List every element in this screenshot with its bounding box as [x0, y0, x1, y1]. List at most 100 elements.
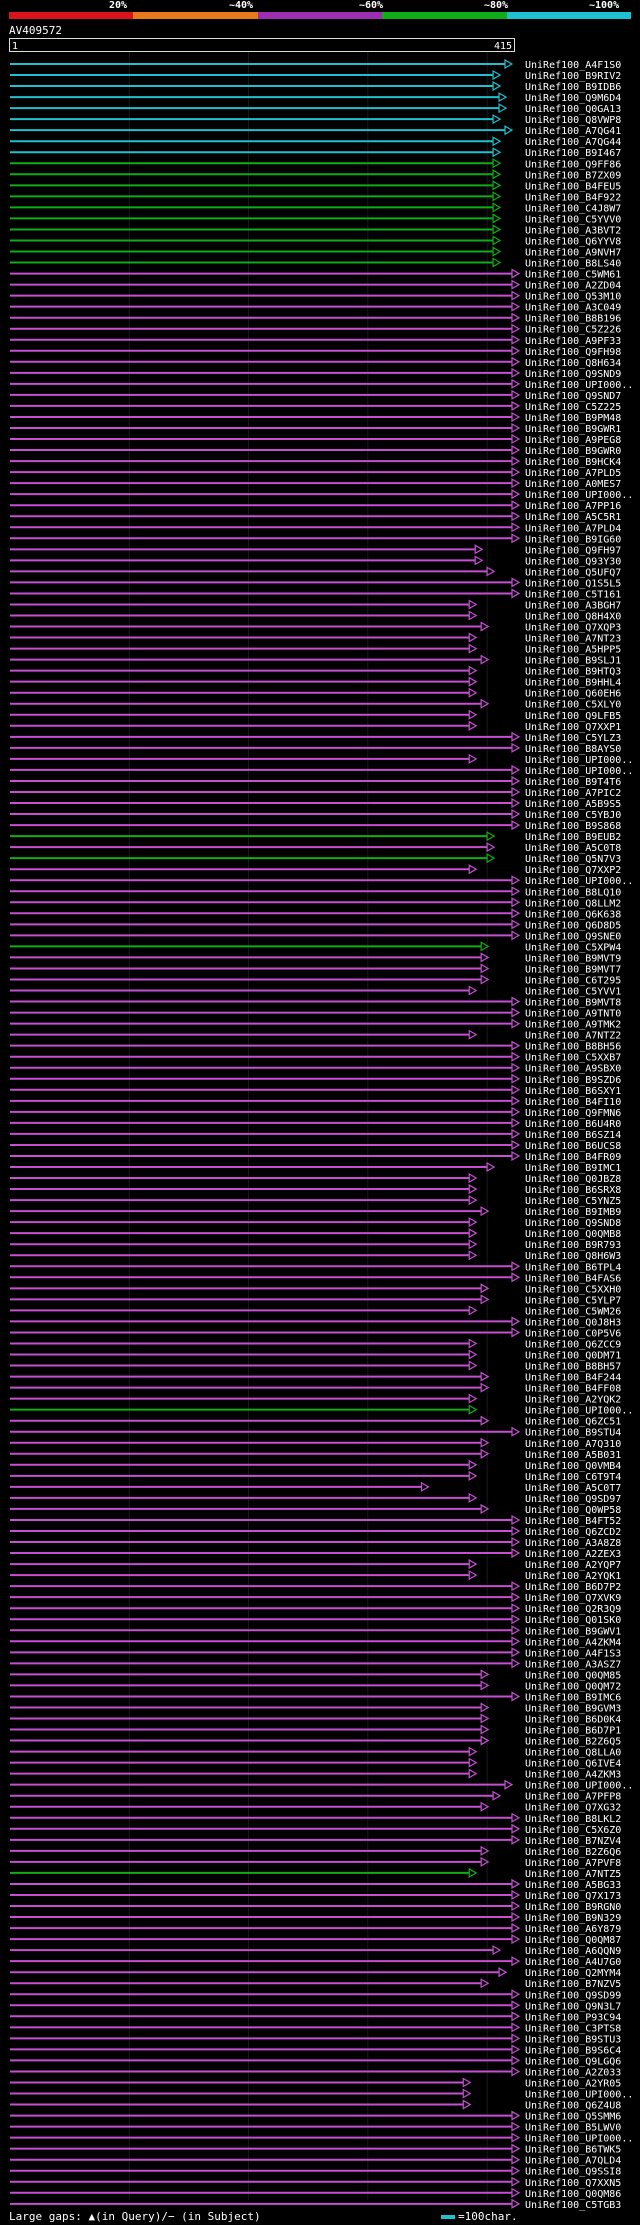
hit-label[interactable]: UniRef100_C3PTS8	[525, 2023, 621, 2034]
hit-label[interactable]: UniRef100_Q5UFQ7	[525, 567, 621, 578]
hit-label[interactable]: UniRef100_B9STU3	[525, 2034, 621, 2045]
hit-label[interactable]: UniRef100_B7NZV4	[525, 1836, 621, 1847]
hit-label[interactable]: UniRef100_A2YQP7	[525, 1560, 621, 1571]
hit-label[interactable]: UniRef100_B9SLJ1	[525, 656, 621, 667]
hit-label[interactable]: UniRef100_Q7XXP1	[525, 722, 621, 733]
hit-label[interactable]: UniRef100_A4ZKM3	[525, 1770, 621, 1781]
hit-label[interactable]: UniRef100_A7QG44	[525, 137, 621, 148]
hit-label[interactable]: UniRef100_B9RIV2	[525, 71, 621, 82]
hit-label[interactable]: UniRef100_A5B031	[525, 1450, 621, 1461]
hit-label[interactable]: UniRef100_C5YBJ0	[525, 810, 621, 821]
hit-label[interactable]: UniRef100_B8BH56	[525, 1042, 621, 1053]
hit-label[interactable]: UniRef100_C5XXH0	[525, 1284, 621, 1295]
hit-label[interactable]: UniRef100_Q0JBZ8	[525, 1174, 621, 1185]
hit-label[interactable]: UniRef100_B9IMB9	[525, 1207, 621, 1218]
hit-label[interactable]: UniRef100_B8B196	[525, 314, 621, 325]
hit-label[interactable]: UniRef100_C5YVV1	[525, 987, 621, 998]
hit-label[interactable]: UniRef100_A2YR05	[525, 2078, 621, 2089]
hit-label[interactable]: UniRef100_UPI000..	[525, 2090, 633, 2101]
hit-label[interactable]: UniRef100_C5XLY0	[525, 700, 621, 711]
hit-label[interactable]: UniRef100_B9IMC6	[525, 1692, 621, 1703]
hit-label[interactable]: UniRef100_Q9SNE0	[525, 931, 621, 942]
hit-label[interactable]: UniRef100_B2Z6Q5	[525, 1737, 621, 1748]
hit-label[interactable]: UniRef100_B4FAS6	[525, 1273, 621, 1284]
hit-label[interactable]: UniRef100_Q9SD97	[525, 1494, 621, 1505]
hit-label[interactable]: UniRef100_Q0QM72	[525, 1681, 621, 1692]
hit-label[interactable]: UniRef100_B9N329	[525, 1913, 621, 1924]
hit-label[interactable]: UniRef100_B6D7P2	[525, 1582, 621, 1593]
hit-label[interactable]: UniRef100_Q9N3L7	[525, 2001, 621, 2012]
hit-label[interactable]: UniRef100_Q0WP58	[525, 1505, 621, 1516]
hit-label[interactable]: UniRef100_B9STU4	[525, 1428, 621, 1439]
hit-label[interactable]: UniRef100_A7PLD4	[525, 523, 621, 534]
hit-label[interactable]: UniRef100_B8LS40	[525, 259, 621, 270]
hit-label[interactable]: UniRef100_Q9LFB5	[525, 711, 621, 722]
hit-label[interactable]: UniRef100_A7NT23	[525, 634, 621, 645]
hit-label[interactable]: UniRef100_B9PM48	[525, 413, 621, 424]
hit-label[interactable]: UniRef100_A7NTZ5	[525, 1869, 621, 1880]
hit-label[interactable]: UniRef100_Q6YYV8	[525, 236, 621, 247]
hit-label[interactable]: UniRef100_Q0QM86	[525, 2189, 621, 2200]
hit-label[interactable]: UniRef100_B6SXY1	[525, 1086, 621, 1097]
hit-label[interactable]: UniRef100_Q6D8D5	[525, 920, 621, 931]
hit-label[interactable]: UniRef100_UPI000..	[525, 755, 633, 766]
hit-label[interactable]: UniRef100_Q60EH6	[525, 689, 621, 700]
hit-label[interactable]: UniRef100_Q2R3Q9	[525, 1604, 621, 1615]
hit-label[interactable]: UniRef100_Q9LGQ6	[525, 2056, 621, 2067]
hit-label[interactable]: UniRef100_UPI000..	[525, 2134, 633, 2145]
hit-label[interactable]: UniRef100_Q93Y30	[525, 556, 621, 567]
hit-label[interactable]: UniRef100_A4F1S0	[525, 60, 621, 71]
hit-label[interactable]: UniRef100_Q7XXP2	[525, 865, 621, 876]
hit-label[interactable]: UniRef100_B6U4R0	[525, 1119, 621, 1130]
hit-label[interactable]: UniRef100_B4FF08	[525, 1384, 621, 1395]
hit-label[interactable]: UniRef100_B6D0K4	[525, 1715, 621, 1726]
hit-label[interactable]: UniRef100_Q9SND9	[525, 369, 621, 380]
hit-label[interactable]: UniRef100_A7PIC2	[525, 788, 621, 799]
hit-label[interactable]: UniRef100_Q53M10	[525, 292, 621, 303]
hit-label[interactable]: UniRef100_A2YQK2	[525, 1395, 621, 1406]
hit-label[interactable]: UniRef100_B8AYS0	[525, 744, 621, 755]
hit-label[interactable]: UniRef100_Q5SMM6	[525, 2112, 621, 2123]
hit-label[interactable]: UniRef100_P93C94	[525, 2012, 621, 2023]
hit-label[interactable]: UniRef100_Q7XVK9	[525, 1593, 621, 1604]
hit-label[interactable]: UniRef100_UPI000..	[525, 766, 633, 777]
hit-label[interactable]: UniRef100_B9SZD6	[525, 1075, 621, 1086]
hit-label[interactable]: UniRef100_Q7X173	[525, 1891, 621, 1902]
hit-label[interactable]: UniRef100_A7NTZ2	[525, 1031, 621, 1042]
hit-label[interactable]: UniRef100_C5Z226	[525, 325, 621, 336]
hit-label[interactable]: UniRef100_C0P5V6	[525, 1328, 621, 1339]
hit-label[interactable]: UniRef100_B9MVT9	[525, 953, 621, 964]
hit-label[interactable]: UniRef100_B4FR09	[525, 1152, 621, 1163]
hit-label[interactable]: UniRef100_A6QQN9	[525, 1946, 621, 1957]
hit-label[interactable]: UniRef100_UPI000..	[525, 380, 633, 391]
hit-label[interactable]: UniRef100_Q2MYM4	[525, 1968, 621, 1979]
hit-label[interactable]: UniRef100_A9SBX0	[525, 1064, 621, 1075]
hit-label[interactable]: UniRef100_B9HCK4	[525, 457, 621, 468]
hit-label[interactable]: UniRef100_Q0QM85	[525, 1670, 621, 1681]
hit-label[interactable]: UniRef100_B9HHL4	[525, 678, 621, 689]
hit-label[interactable]: UniRef100_B6TPL4	[525, 1262, 621, 1273]
hit-label[interactable]: UniRef100_B6UCS8	[525, 1141, 621, 1152]
hit-label[interactable]: UniRef100_A7QG41	[525, 126, 621, 137]
hit-label[interactable]: UniRef100_A7PP16	[525, 501, 621, 512]
hit-label[interactable]: UniRef100_A5B9S5	[525, 799, 621, 810]
hit-label[interactable]: UniRef100_Q6Z4U8	[525, 2101, 621, 2112]
hit-label[interactable]: UniRef100_A9NVH7	[525, 248, 621, 259]
hit-label[interactable]: UniRef100_Q9FF86	[525, 159, 621, 170]
hit-label[interactable]: UniRef100_A5BG33	[525, 1880, 621, 1891]
hit-label[interactable]: UniRef100_B9HTQ3	[525, 667, 621, 678]
hit-label[interactable]: UniRef100_C6T9T4	[525, 1472, 621, 1483]
hit-label[interactable]: UniRef100_B9R793	[525, 1240, 621, 1251]
hit-label[interactable]: UniRef100_Q9SSI8	[525, 2167, 621, 2178]
hit-label[interactable]: UniRef100_A5HPP5	[525, 645, 621, 656]
hit-label[interactable]: UniRef100_C4J8W7	[525, 203, 621, 214]
hit-label[interactable]: UniRef100_Q7XXN5	[525, 2178, 621, 2189]
hit-label[interactable]: UniRef100_A9TMK2	[525, 1020, 621, 1031]
hit-label[interactable]: UniRef100_C5YLZ3	[525, 733, 621, 744]
hit-label[interactable]: UniRef100_B4FI10	[525, 1097, 621, 1108]
hit-label[interactable]: UniRef100_Q9SND7	[525, 391, 621, 402]
hit-label[interactable]: UniRef100_B6SZ14	[525, 1130, 621, 1141]
hit-label[interactable]: UniRef100_A7PLD5	[525, 468, 621, 479]
hit-label[interactable]: UniRef100_B9S868	[525, 821, 621, 832]
hit-label[interactable]: UniRef100_A7Q310	[525, 1439, 621, 1450]
